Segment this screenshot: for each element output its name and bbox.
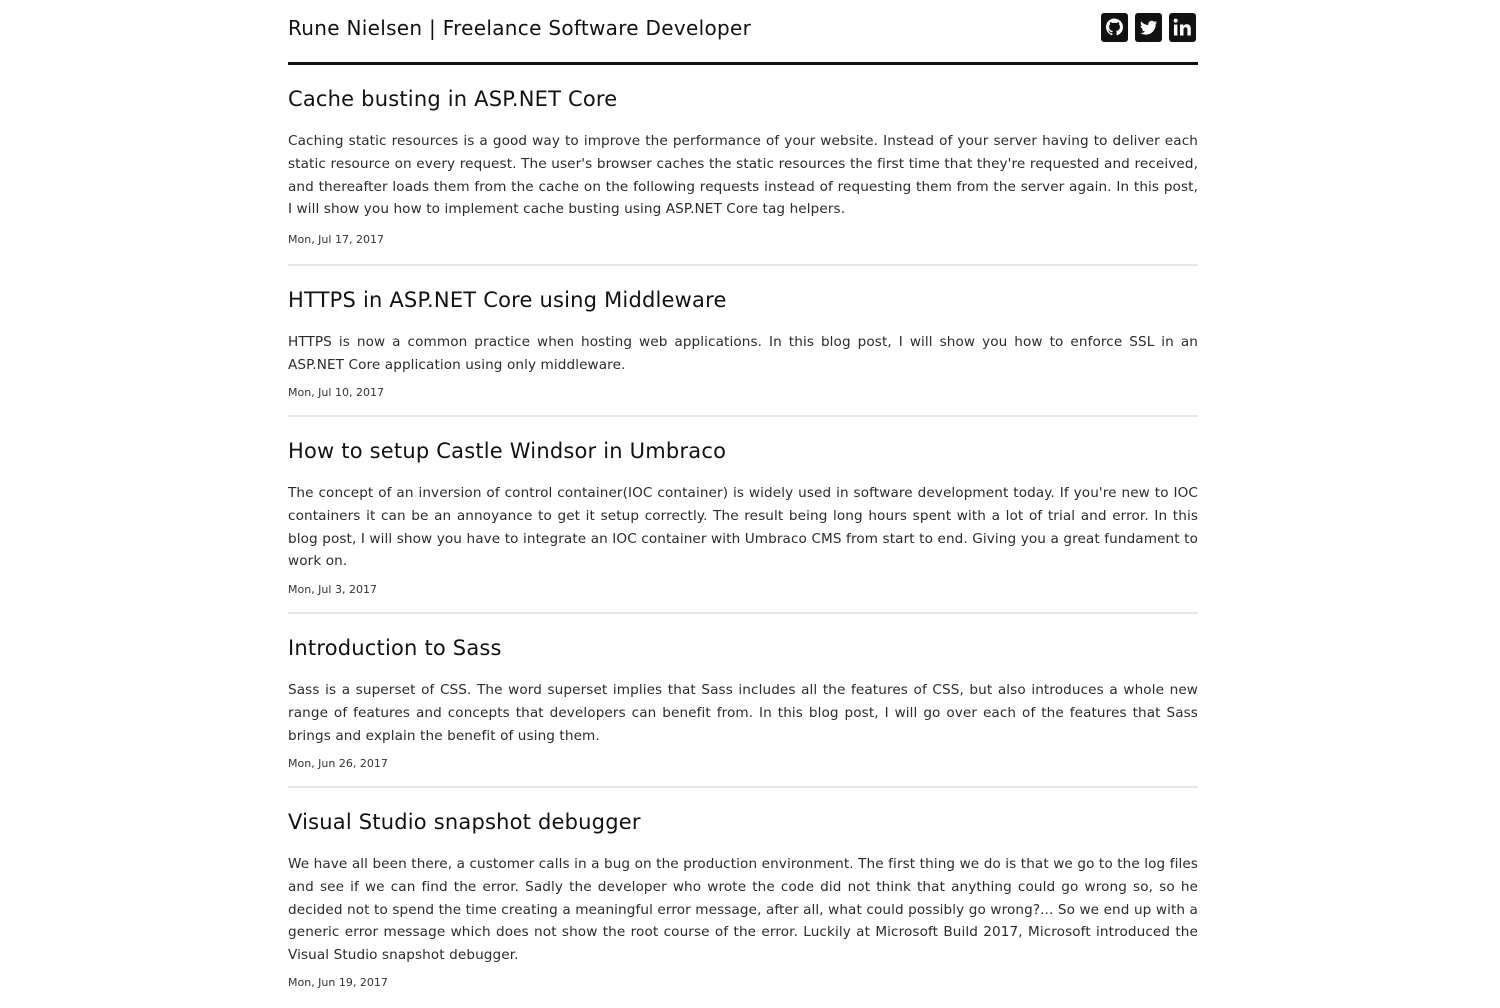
twitter-icon — [1135, 13, 1162, 42]
post-title[interactable]: Introduction to Sass — [288, 636, 502, 660]
post-excerpt: Caching static resources is a good way t… — [288, 133, 1198, 218]
twitter-link[interactable] — [1135, 13, 1162, 42]
post-title[interactable]: HTTPS in ASP.NET Core using Middleware — [288, 288, 727, 312]
site-title[interactable]: Rune Nielsen | Freelance Software Develo… — [288, 16, 752, 40]
post-date: Mon, Jul 3, 2017 — [288, 583, 377, 596]
post-item: Cache busting in ASP.NET Core Caching st… — [288, 65, 1198, 266]
post-excerpt: HTTPS is now a common practice when host… — [288, 334, 1198, 373]
post-excerpt: We have all been there, a customer calls… — [288, 856, 1198, 964]
social-links — [1101, 13, 1196, 42]
post-item: Introduction to Sass Sass is a superset … — [288, 614, 1198, 788]
post-date: Mon, Jun 19, 2017 — [288, 976, 388, 989]
post-list: Cache busting in ASP.NET Core Caching st… — [288, 65, 1198, 1008]
site-header: Rune Nielsen | Freelance Software Develo… — [288, 0, 1198, 65]
github-link[interactable] — [1101, 13, 1128, 42]
post-date: Mon, Jul 17, 2017 — [288, 233, 384, 246]
post-excerpt: The concept of an inversion of control c… — [288, 485, 1198, 570]
post-item: HTTPS in ASP.NET Core using Middleware H… — [288, 266, 1198, 417]
post-item: How to setup Castle Windsor in Umbraco T… — [288, 417, 1198, 614]
post-excerpt: Sass is a superset of CSS. The word supe… — [288, 682, 1198, 744]
github-icon — [1101, 13, 1128, 42]
page-container: Rune Nielsen | Freelance Software Develo… — [288, 0, 1198, 1008]
linkedin-icon — [1169, 13, 1196, 42]
post-title[interactable]: Visual Studio snapshot debugger — [288, 810, 641, 834]
post-date: Mon, Jun 26, 2017 — [288, 757, 388, 770]
post-date: Mon, Jul 10, 2017 — [288, 386, 384, 399]
post-title[interactable]: Cache busting in ASP.NET Core — [288, 87, 618, 111]
post-title[interactable]: How to setup Castle Windsor in Umbraco — [288, 439, 727, 463]
post-item: Visual Studio snapshot debugger We have … — [288, 788, 1198, 1008]
linkedin-link[interactable] — [1169, 13, 1196, 42]
